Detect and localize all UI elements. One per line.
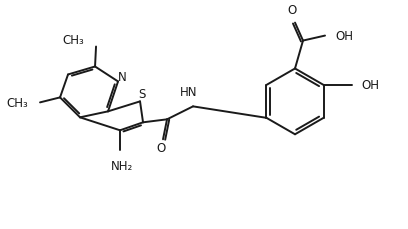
Text: N: N	[118, 71, 126, 84]
Text: HN: HN	[180, 86, 198, 99]
Text: CH₃: CH₃	[6, 96, 28, 109]
Text: OH: OH	[335, 30, 353, 43]
Text: O: O	[156, 141, 166, 154]
Text: NH₂: NH₂	[111, 160, 133, 172]
Text: O: O	[287, 4, 297, 16]
Text: OH: OH	[361, 79, 379, 92]
Text: CH₃: CH₃	[62, 34, 84, 47]
Text: S: S	[138, 87, 146, 101]
